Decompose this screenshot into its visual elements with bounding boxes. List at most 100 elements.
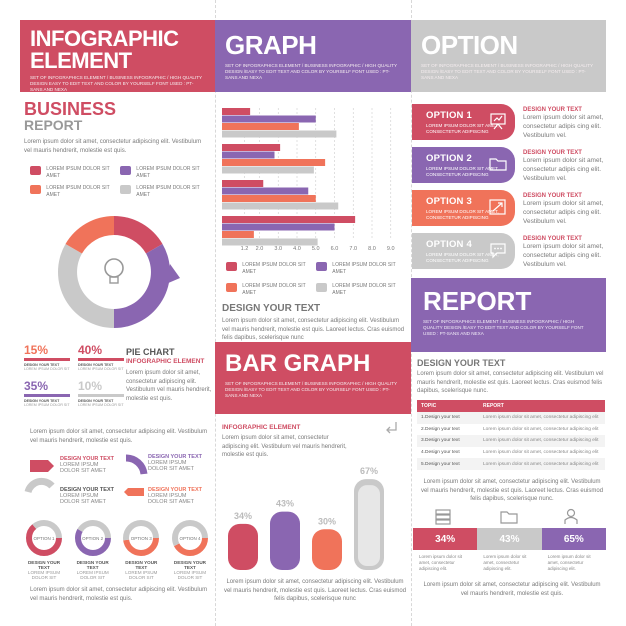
business-report-block: BUSINESS REPORT Lorem ipsum dolor sit am… [24, 100, 209, 156]
growth-icon [489, 199, 506, 215]
bar [222, 108, 251, 115]
legend-item: LOREM IPSUM DOLOR SIT AMET [120, 166, 210, 179]
folder-icon [500, 511, 518, 524]
graph-subtitle: SET OF INFOGRAPHICS ELEMENT / BUSINESS I… [225, 63, 398, 81]
stat-value: 65% [541, 528, 606, 550]
bar [222, 115, 316, 123]
legend-item: LOREM IPSUM DOLOR SIT AMET [316, 283, 406, 296]
option-3-tab[interactable]: OPTION 3 LOREM IPSUM DOLOR SIT AMET, CON… [412, 190, 515, 226]
option-circle-graphic [171, 520, 208, 556]
report-title: REPORT [423, 286, 532, 316]
option-circle-item: OPTION 1 DESIGN YOUR TEXT LOREM IPSUM DO… [22, 518, 66, 580]
stat-text: Lorem ipsum dolor sit amet, consectetur … [419, 554, 463, 571]
option-subtitle: SET OF INFOGRAPHICS ELEMENT / BUSINESS I… [421, 63, 594, 81]
table-row: 5.Design your text Lorem ipsum dolor sit … [417, 458, 605, 470]
bar [222, 223, 335, 231]
legend-item: LOREM IPSUM DOLOR SIT AMET [120, 185, 210, 198]
legend-item: LOREM IPSUM DOLOR SIT AMET [226, 283, 316, 296]
pie-chart-subtitle: INFOGRAPHIC ELEMENT [126, 358, 205, 365]
user-icon [564, 508, 578, 524]
bar [222, 187, 309, 195]
stat-text: Lorem ipsum dolor sit amet, consectetur … [547, 554, 591, 571]
data-label: 30% [318, 516, 336, 526]
option-circle-graphic [123, 520, 160, 556]
option-4-tab[interactable]: OPTION 4 LOREM IPSUM DOLOR SIT AMET, CON… [412, 233, 515, 269]
table-row: 4.Design your text Lorem ipsum dolor sit … [417, 446, 605, 459]
table-row: 2.Design your text Lorem ipsum dolor sit … [417, 423, 605, 436]
bar-graph-subtitle: SET OF INFOGRAPHICS ELEMENT / BUSINESS I… [225, 381, 398, 399]
option-1-text: DESIGN YOUR TEXT Lorem ipsum dolor sit a… [523, 107, 604, 139]
bar [222, 238, 318, 246]
option-circles-row: OPTION 1 DESIGN YOUR TEXT LOREM IPSUM DO… [22, 518, 212, 580]
option-circle-graphic [26, 520, 62, 556]
bar [222, 151, 275, 159]
bottom-left-body: Lorem ipsum dolor sit amet, consectetur … [30, 587, 208, 602]
graph-design-body: Lorem ipsum dolor sit amet, consectetur … [222, 318, 405, 342]
bar [222, 166, 314, 174]
horizontal-bar-chart: 1.2 2.0 3.0 4.0 5.0 6.0 7.0 8.0 9.0 [222, 108, 395, 252]
option-circle-graphic [74, 520, 111, 556]
bar [222, 216, 356, 223]
graph-design-heading: DESIGN YOUR TEXT [222, 303, 321, 314]
percent-item: 35% DESIGN YOUR TEXT LOREM IPSUM DOLOR S… [24, 379, 70, 407]
report-bottom-text: Lorem ipsum dolor sit amet, consectetur … [423, 582, 601, 597]
page-title-line1: INFOGRAPHIC [30, 26, 179, 51]
report-subtitle: REPORT [24, 117, 83, 133]
bar-graph-bottom-text: Lorem ipsum dolor sit amet, consectetur … [223, 579, 407, 603]
arrow-graphic-right [124, 454, 148, 496]
graph-title: GRAPH [225, 30, 317, 60]
option-circle-item: OPTION 3 DESIGN YOUR TEXT LOREM IPSUM DO… [119, 518, 163, 580]
table-row: 1.Design your text Lorem ipsum dolor sit … [417, 412, 605, 424]
option-4-text: DESIGN YOUR TEXT Lorem ipsum dolor sit a… [523, 236, 604, 268]
column-divider [215, 0, 216, 626]
percent-item: 15% DESIGN YOUR TEXT LOREM IPSUM DOLOR S… [24, 343, 70, 371]
x-tick-label: 3.0 [274, 246, 282, 252]
report-body: Lorem ipsum dolor sit amet, consectetur … [417, 371, 604, 395]
x-tick-label: 7.0 [349, 246, 357, 252]
bar [222, 130, 337, 138]
bar-graph-header: BAR GRAPH SET OF INFOGRAPHICS ELEMENT / … [215, 342, 411, 414]
bar [222, 180, 264, 187]
arrow-label: DESIGN YOUR TEXT LOREM IPSUM DOLOR SIT A… [148, 454, 202, 472]
stat-value: 43% [477, 528, 542, 550]
report-subtitle: SET OF INFOGRAPHICS ELEMENT / BUSINESS I… [423, 319, 584, 337]
vertical-bar-chart: 34% 43% 30% 67% [228, 466, 384, 570]
x-tick-label: 4.0 [293, 246, 301, 252]
graph-header: GRAPH SET OF INFOGRAPHICS ELEMENT / BUSI… [215, 20, 411, 92]
return-arrow-icon [386, 422, 397, 434]
report-stat-bar: 34% 43% 65% [413, 528, 606, 550]
report-body-2: Lorem ipsum dolor sit amet, consectetur … [420, 479, 604, 503]
arrow-label: DESIGN YOUR TEXT LOREM IPSUM DOLOR SIT A… [60, 487, 114, 505]
percent-item: 10% DESIGN YOUR TEXT LOREM IPSUM DOLOR S… [78, 379, 124, 407]
infographic-subtitle: SET OF INFOGRAPHICS ELEMENT / BUSINESS I… [30, 75, 203, 93]
option-1-tab[interactable]: OPTION 1 LOREM IPSUM DOLOR SIT AMET, CON… [412, 104, 515, 140]
arrow-label: DESIGN YOUR TEXT LOREM IPSUM DOLOR SIT A… [60, 456, 114, 474]
bar-graph-text: INFOGRAPHIC ELEMENT Lorem ipsum dolor si… [222, 424, 352, 460]
report-header: REPORT SET OF INFOGRAPHICS ELEMENT / BUS… [411, 278, 606, 352]
x-tick-label: 6.0 [331, 246, 339, 252]
business-body: Lorem ipsum dolor sit amet, consectetur … [24, 139, 202, 155]
report-stat-text-row: Lorem ipsum dolor sit amet, consectetur … [413, 552, 606, 574]
arrow-graphic-left [24, 460, 55, 494]
x-tick-label: 5.0 [312, 246, 320, 252]
stat-text: Lorem ipsum dolor sit amet, consectetur … [483, 554, 527, 571]
server-icon [435, 509, 451, 525]
bar [222, 123, 299, 130]
graph-text-block: DESIGN YOUR TEXT Lorem ipsum dolor sit a… [222, 303, 408, 343]
infographic-header: INFOGRAPHIC ELEMENT SET OF INFOGRAPHICS … [20, 20, 215, 92]
option-title: OPTION [421, 30, 518, 60]
pie-chart-body: Lorem ipsum dolor sit amet, consectetur … [126, 370, 212, 403]
folder-icon [489, 158, 507, 171]
business-title: BUSINESS [24, 99, 117, 119]
bar [222, 202, 339, 210]
x-tick-label: 8.0 [368, 246, 376, 252]
bar [222, 195, 316, 202]
pie-chart-text: PIE CHART INFOGRAPHIC ELEMENT Lorem ipsu… [126, 347, 212, 404]
legend-item: LOREM IPSUM DOLOR SIT AMET [30, 185, 120, 198]
option-circle-item: OPTION 2 DESIGN YOUR TEXT LOREM IPSUM DO… [71, 518, 115, 580]
option-2-tab[interactable]: OPTION 2 LOREM IPSUM DOLOR SIT AMET, CON… [412, 147, 515, 183]
report-heading: DESIGN YOUR TEXT [417, 358, 506, 368]
table-header-report: REPORT [483, 403, 504, 409]
bar-graph-title: BAR GRAPH [225, 350, 371, 377]
report-table: TOPIC REPORT 1.Design your text Lorem ips… [417, 400, 605, 470]
